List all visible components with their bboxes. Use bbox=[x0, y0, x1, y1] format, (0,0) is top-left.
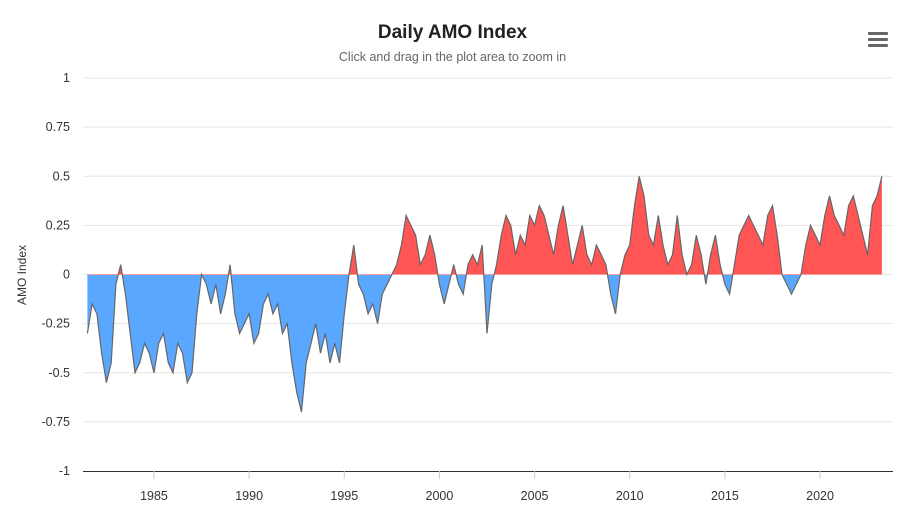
chart-title: Daily AMO Index bbox=[377, 22, 528, 43]
y-tick-label: 0 bbox=[63, 268, 70, 282]
y-tick-label: 0.25 bbox=[46, 218, 70, 232]
y-axis-label: AMO Index bbox=[15, 245, 29, 305]
x-tick-label: 2015 bbox=[711, 489, 739, 503]
y-tick-label: -0.75 bbox=[42, 415, 71, 429]
x-tick-label: 2005 bbox=[521, 489, 549, 503]
y-tick-label: 0.75 bbox=[46, 120, 70, 134]
x-tick-label: 1985 bbox=[140, 489, 168, 503]
x-tick-label: 1995 bbox=[330, 489, 358, 503]
chart-subtitle: Click and drag in the plot area to zoom … bbox=[338, 50, 567, 64]
y-tick-label: 1 bbox=[63, 71, 70, 85]
x-tick-label: 1990 bbox=[235, 489, 263, 503]
y-tick-label: 0.5 bbox=[53, 169, 70, 183]
y-tick-label: -0.25 bbox=[42, 317, 71, 331]
x-tick-label: 2000 bbox=[426, 489, 454, 503]
amo-series-line[interactable] bbox=[86, 176, 883, 413]
y-tick-label: -1 bbox=[59, 464, 70, 478]
x-tick-label: 2020 bbox=[806, 489, 834, 503]
y-tick-label: -0.5 bbox=[48, 366, 70, 380]
hamburger-menu-icon[interactable] bbox=[868, 32, 888, 48]
x-tick-label: 2010 bbox=[616, 489, 644, 503]
